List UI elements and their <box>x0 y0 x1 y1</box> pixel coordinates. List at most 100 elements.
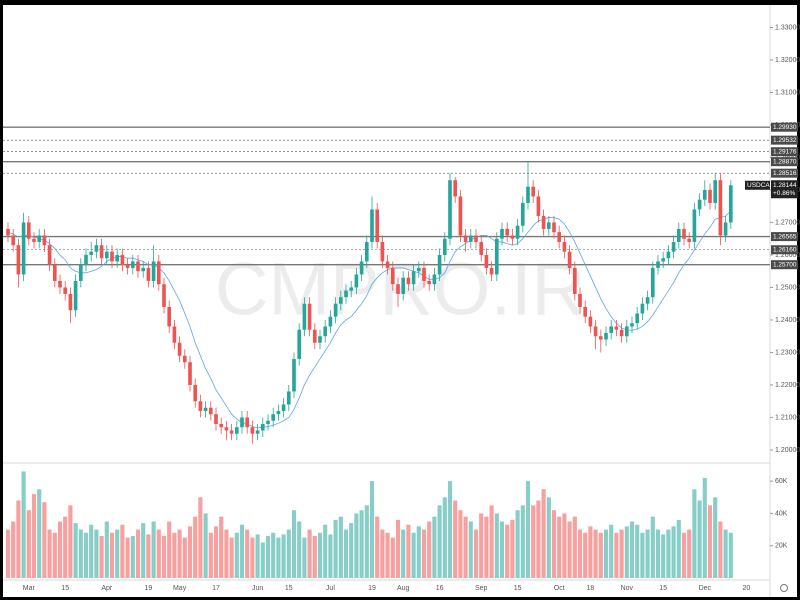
candle-body <box>167 306 172 327</box>
x-tick-label: Jun <box>252 585 263 592</box>
x-tick-label: 15 <box>61 585 69 592</box>
volume-bar <box>338 516 343 578</box>
symbol-box <box>745 180 770 190</box>
candle-body <box>619 329 624 337</box>
x-tick-label: 19 <box>145 585 153 592</box>
volume-bar <box>687 529 692 578</box>
candle-body <box>598 336 603 340</box>
volume-bar <box>52 532 57 578</box>
volume-bar <box>395 519 401 578</box>
candle-body <box>214 414 218 424</box>
volume-bar <box>541 489 546 578</box>
candle-body <box>557 232 562 242</box>
volume-bar <box>437 505 442 578</box>
volume-bar <box>494 513 499 578</box>
candle-body <box>520 202 525 226</box>
candle-body <box>94 245 99 252</box>
volume-bar <box>702 477 707 578</box>
candle-body <box>136 261 140 272</box>
volume-bar <box>463 516 468 578</box>
volume-bar <box>219 516 224 578</box>
volume-bar <box>421 529 427 578</box>
moving-average <box>7 210 732 429</box>
candle-body <box>125 264 130 268</box>
candle-body <box>58 280 62 288</box>
volume-bar <box>562 513 567 578</box>
volume-bar <box>671 526 676 578</box>
x-tick-label: Apr <box>101 585 113 592</box>
volume-bar <box>291 510 297 578</box>
volume-bar <box>692 489 697 578</box>
volume-bar <box>723 529 728 578</box>
candle-body <box>614 326 619 330</box>
candle-body <box>396 284 400 294</box>
candle-body <box>276 410 281 415</box>
y-tick-label: 1.32000 <box>775 57 800 64</box>
volume-bar <box>707 505 713 578</box>
volume-bar <box>177 529 182 578</box>
candle-body <box>676 228 681 242</box>
candle-body <box>416 267 421 272</box>
level-label: 1.29532 <box>773 137 797 144</box>
volume-bar <box>151 521 156 578</box>
volume-bar <box>681 532 687 578</box>
volume-bar <box>380 529 385 578</box>
candle-body <box>682 228 686 239</box>
volume-bar <box>146 534 151 578</box>
candle-body <box>526 186 530 203</box>
volume-bar <box>120 524 125 578</box>
candle-body <box>604 332 608 340</box>
volume-bar <box>614 532 619 578</box>
y-tick-label: 1.21000 <box>775 414 800 421</box>
volume-bar <box>479 513 484 578</box>
candle-body <box>6 228 10 236</box>
volume-bar <box>167 521 172 578</box>
candle-body <box>286 391 291 405</box>
volume-bar <box>250 537 255 578</box>
y-tick-label: 1.31000 <box>775 89 800 96</box>
x-tick-label: Dec <box>699 585 712 592</box>
candle-body <box>37 235 42 242</box>
candle-body <box>401 277 406 294</box>
candle-body <box>370 209 374 242</box>
candle-body <box>260 423 265 431</box>
volume-bar <box>182 537 187 578</box>
candle-body <box>47 245 52 265</box>
candle-body <box>266 420 270 424</box>
candle-body <box>208 407 213 415</box>
candle-body <box>52 264 57 281</box>
volume-bar <box>640 532 645 578</box>
volume-bar <box>546 497 551 578</box>
candle-body <box>16 245 21 275</box>
candle-body <box>593 326 598 337</box>
candle-body <box>250 427 255 434</box>
volume-tick-label: 40K <box>775 510 788 517</box>
settings-icon[interactable] <box>780 584 788 592</box>
candle-body <box>505 228 510 236</box>
x-tick-label: 18 <box>587 585 595 592</box>
candle-body <box>338 297 343 304</box>
candle-body <box>42 235 47 246</box>
candle-body <box>115 254 120 262</box>
volume-bar <box>635 524 640 578</box>
volume-bar <box>473 529 479 578</box>
volume-bar <box>385 532 390 578</box>
candle-body <box>713 180 718 203</box>
volume-bar <box>728 532 733 578</box>
volume-bar <box>141 523 146 578</box>
volume-bar <box>224 529 229 578</box>
candle-body <box>728 185 733 223</box>
candle-body <box>375 209 380 242</box>
candle-body <box>26 222 31 239</box>
x-tick-label: 15 <box>514 585 522 592</box>
volume-bar <box>260 542 265 578</box>
level-label-box <box>771 260 798 270</box>
candle-body <box>333 303 338 317</box>
volume-bar <box>193 516 198 578</box>
volume-bar <box>94 529 99 578</box>
candle-body <box>640 303 645 314</box>
y-tick-label: 1.26000 <box>775 252 800 259</box>
candle-body <box>63 287 68 294</box>
candle-body <box>479 241 484 255</box>
candle-body <box>468 235 473 242</box>
